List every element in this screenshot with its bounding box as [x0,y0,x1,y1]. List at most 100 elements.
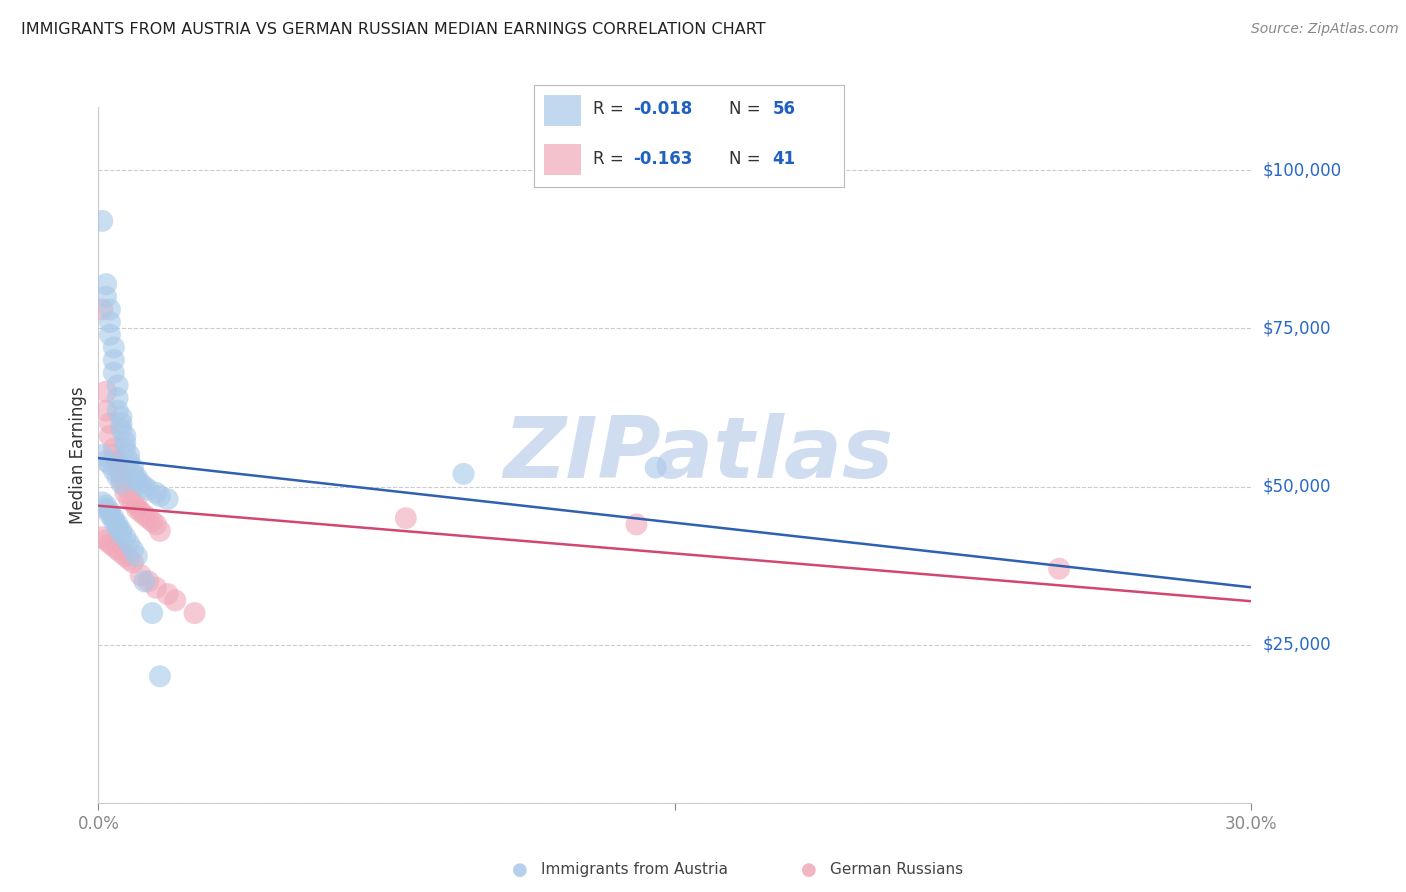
Point [114,530,136,544]
Point [91,302,114,317]
Point [122,542,145,557]
Point [91,495,114,509]
Text: 41: 41 [772,150,796,168]
Point [107,517,129,532]
Point [107,391,129,405]
Point [94,454,117,468]
Text: $25,000: $25,000 [1263,636,1331,654]
Point [138,511,160,525]
Point [118,448,141,462]
Point [114,429,136,443]
Point [98,508,121,522]
Point [149,669,172,683]
Point [98,327,121,342]
Point [145,581,167,595]
Point [145,517,167,532]
Point [110,423,132,437]
Point [125,501,148,516]
Point [134,479,156,493]
Text: ●: ● [512,861,529,879]
Point [94,403,117,417]
Point [103,340,125,354]
Point [98,458,121,472]
Point [107,470,129,484]
Point [98,417,121,431]
Point [110,546,132,560]
Point [110,473,132,487]
Point [110,467,132,481]
Point [156,492,179,507]
Point [138,483,160,497]
Point [129,568,152,582]
Point [91,530,114,544]
Point [103,442,125,456]
Text: Immigrants from Austria: Immigrants from Austria [541,863,728,877]
Point [141,606,163,620]
Point [103,448,125,462]
Point [114,442,136,456]
Point [110,409,132,424]
Text: ●: ● [800,861,817,879]
Text: -0.018: -0.018 [633,101,693,119]
Point [114,435,136,450]
Point [110,524,132,538]
Y-axis label: Median Earnings: Median Earnings [69,386,87,524]
Point [98,315,121,329]
Point [134,574,156,589]
Point [114,549,136,563]
Point [107,403,129,417]
Point [103,514,125,528]
Point [110,476,132,491]
Point [156,587,179,601]
Point [118,536,141,550]
Point [134,508,156,522]
Point [626,517,648,532]
Text: 56: 56 [772,101,796,119]
Text: N =: N = [730,150,766,168]
Point [145,486,167,500]
Point [114,486,136,500]
Point [98,505,121,519]
Point [91,448,114,462]
Point [94,499,117,513]
Text: $50,000: $50,000 [1263,477,1331,496]
Point [107,454,129,468]
Point [125,470,148,484]
Text: German Russians: German Russians [830,863,963,877]
Point [114,479,136,493]
Bar [544,95,581,126]
Point [110,527,132,541]
Point [125,499,148,513]
Point [103,540,125,554]
Point [107,378,129,392]
Point [103,464,125,478]
Text: N =: N = [730,101,766,119]
Point [1047,562,1070,576]
Point [149,524,172,538]
Point [94,533,117,548]
Bar [544,145,581,175]
Point [644,460,666,475]
Point [98,429,121,443]
Point [98,536,121,550]
Point [149,489,172,503]
Point [118,552,141,566]
Point [94,277,117,292]
Point [107,460,129,475]
Point [122,556,145,570]
Point [122,460,145,475]
Point [107,521,129,535]
Point [103,353,125,368]
Point [395,511,418,525]
Point [118,492,141,507]
Point [122,467,145,481]
Point [94,384,117,399]
Text: $75,000: $75,000 [1263,319,1331,337]
Point [110,417,132,431]
Point [91,214,114,228]
Text: R =: R = [593,150,628,168]
Point [138,574,160,589]
Text: Source: ZipAtlas.com: Source: ZipAtlas.com [1251,22,1399,37]
Point [94,290,117,304]
Point [141,514,163,528]
